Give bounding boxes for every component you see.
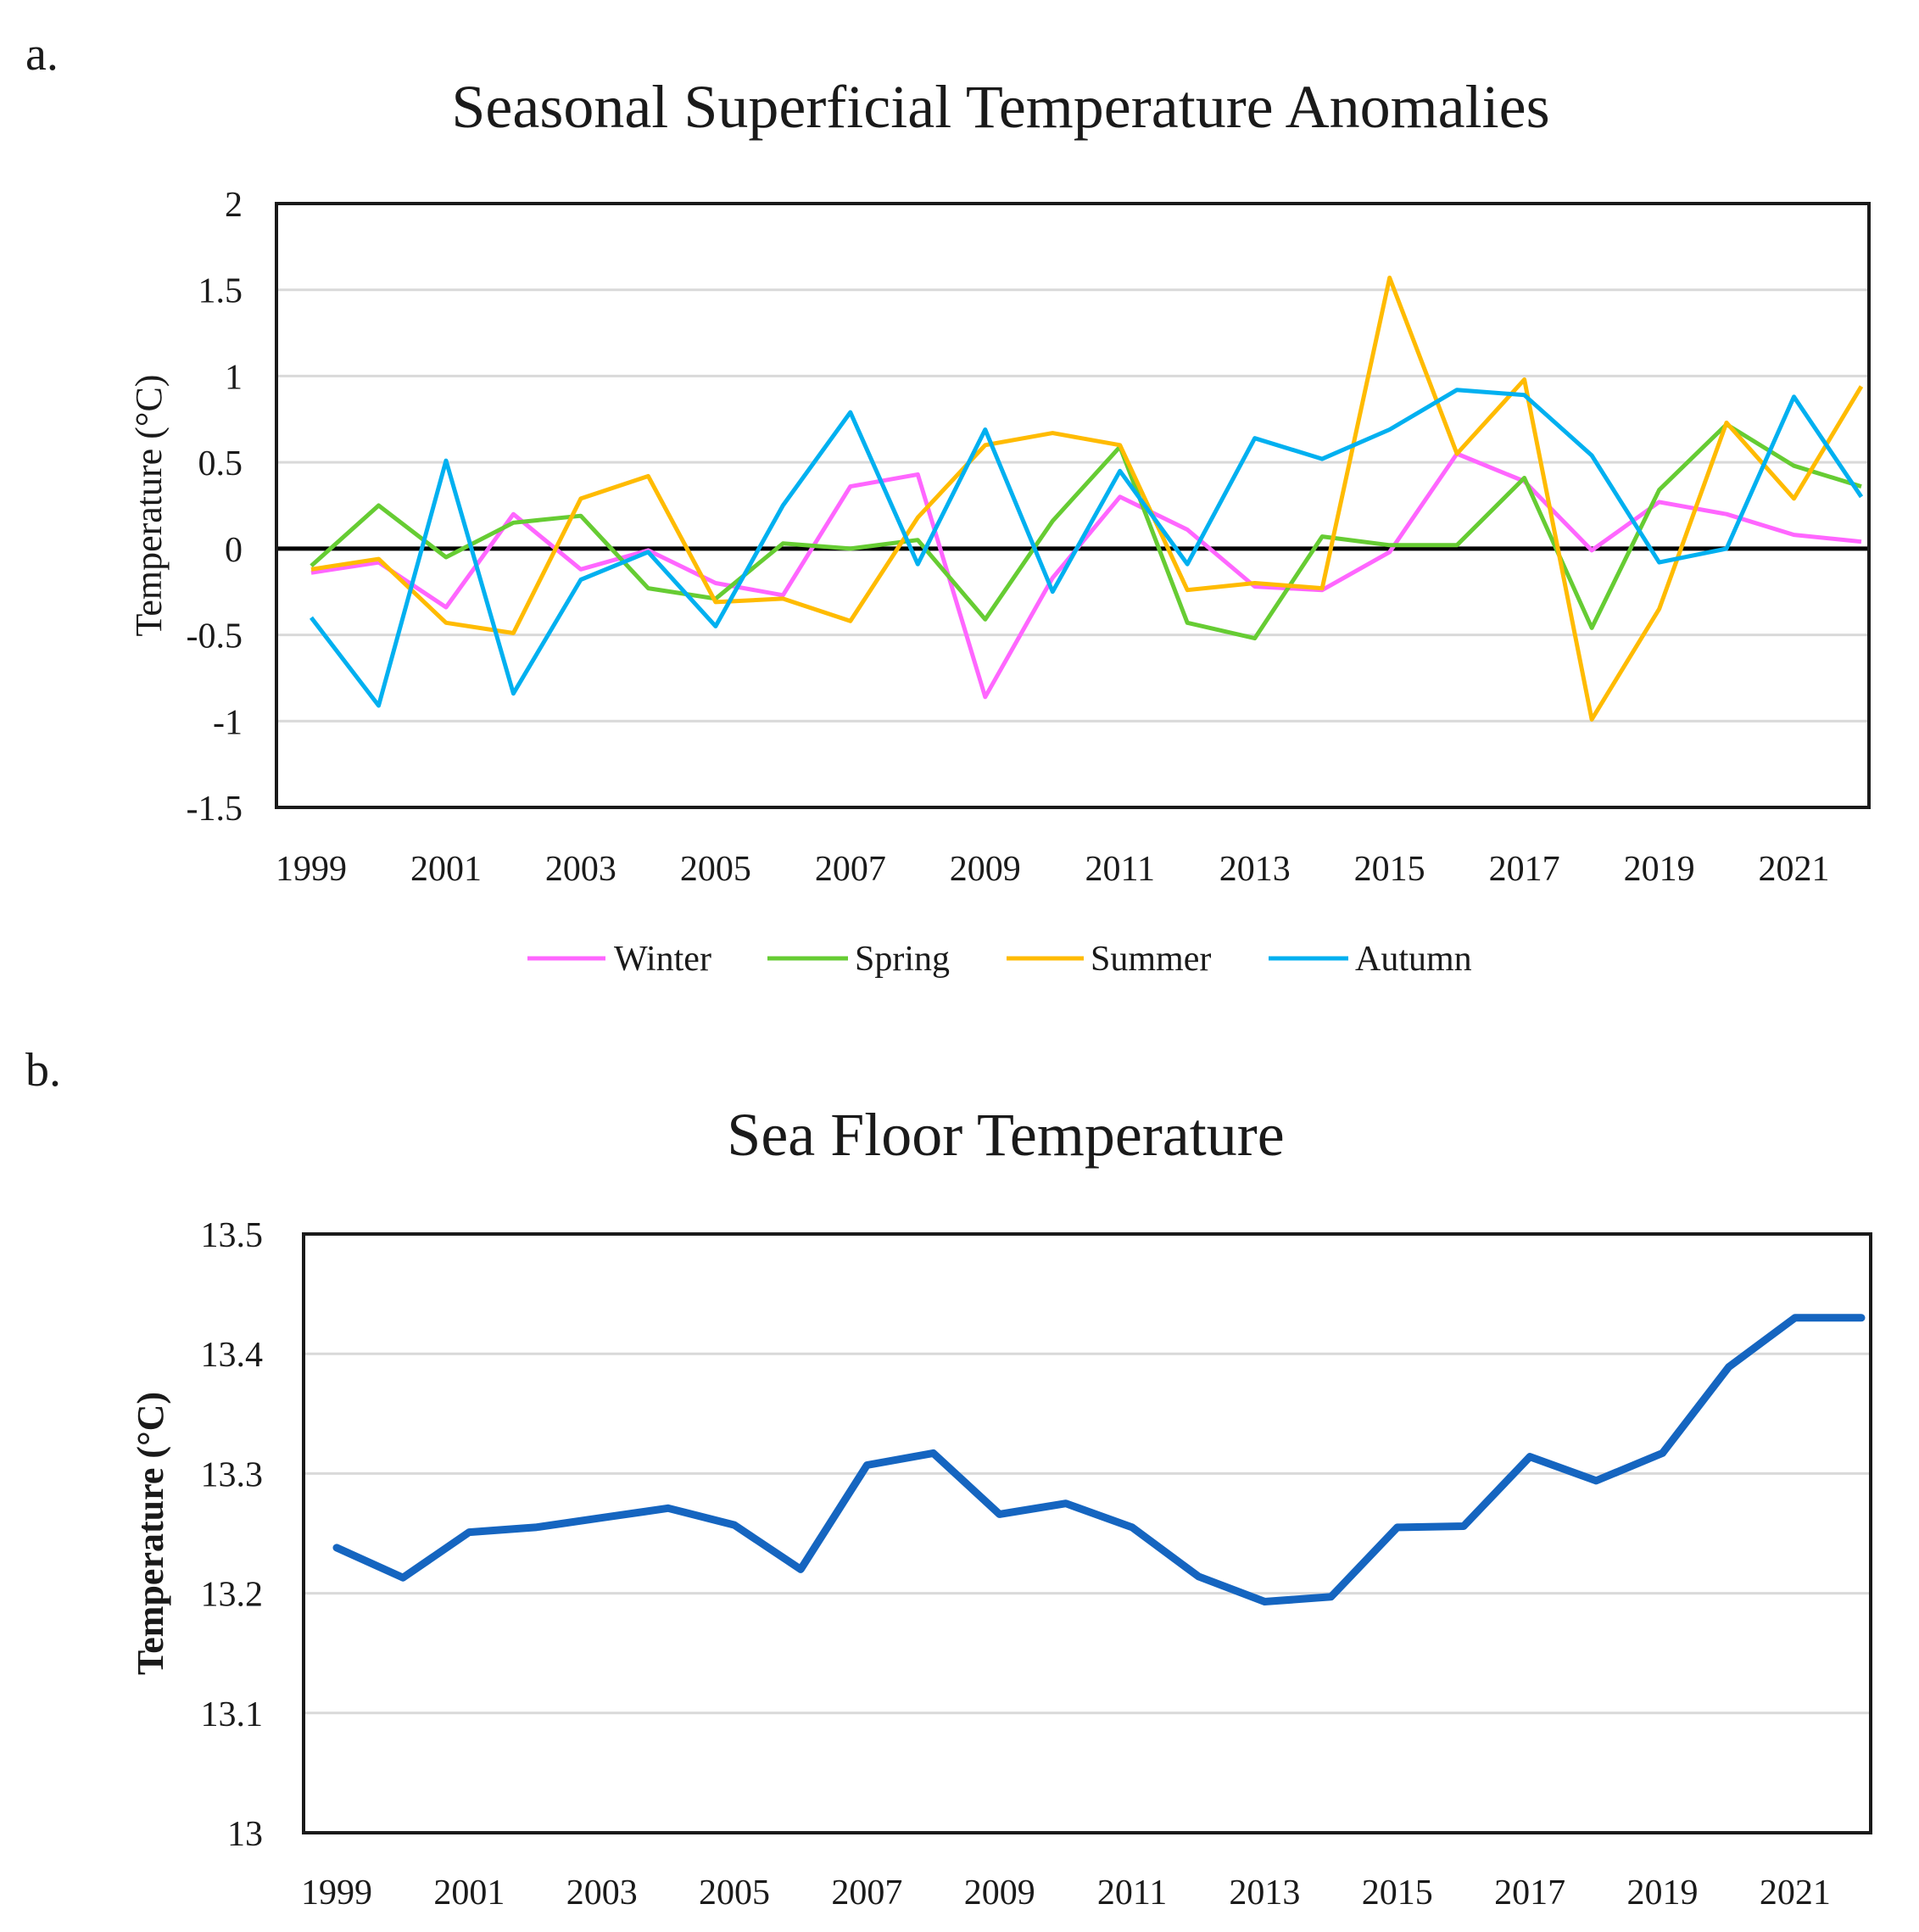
x-tick-label: 2017 xyxy=(1494,1873,1565,1912)
y-tick-label: 13.4 xyxy=(201,1336,264,1375)
y-tick-label: 13 xyxy=(227,1815,263,1854)
y-tick-label: 13.5 xyxy=(201,1216,264,1255)
x-tick-label: 2019 xyxy=(1624,850,1695,889)
panel-b-title: Sea Floor Temperature xyxy=(727,1101,1284,1169)
panel-b-plot-frame xyxy=(302,1232,1872,1834)
panel-b-series-group xyxy=(332,1314,1866,1605)
legend-spring-label: Spring xyxy=(855,940,950,979)
legend-winter-label: Winter xyxy=(614,940,711,979)
y-tick-label: -0.5 xyxy=(187,617,243,656)
x-tick-label: 1999 xyxy=(276,850,347,889)
y-tick-label: 2 xyxy=(225,186,243,225)
legend-autumn-label: Autumn xyxy=(1355,940,1472,979)
x-tick-label: 2005 xyxy=(699,1873,770,1912)
x-tick-label: 2007 xyxy=(815,850,886,889)
x-tick-label: 2021 xyxy=(1759,850,1830,889)
series-line-summer xyxy=(310,276,1864,722)
x-tick-label: 2001 xyxy=(410,850,482,889)
y-tick-label: -1.5 xyxy=(187,790,243,829)
legend-summer-label: Summer xyxy=(1091,940,1211,979)
x-tick-label: 2005 xyxy=(680,850,751,889)
panel-b-gridlines xyxy=(304,1352,1871,1715)
x-tick-label: 2011 xyxy=(1097,1873,1167,1912)
y-tick-label: 0 xyxy=(225,531,243,570)
series-line-winter xyxy=(310,451,1862,700)
y-tick-label: 1.5 xyxy=(198,272,243,311)
x-tick-label: 2003 xyxy=(545,850,616,889)
y-tick-label: 13.2 xyxy=(201,1576,264,1615)
panel-b-y-axis-label: Temperature (°C) xyxy=(130,1392,171,1675)
series-line-autumn xyxy=(310,388,1864,708)
x-tick-label: 2015 xyxy=(1362,1873,1433,1912)
x-tick-label: 2009 xyxy=(950,850,1021,889)
panel-a-x-tick-labels: 1999 2001 2003 2005 2007 2009 2011 2013 2015 2017… xyxy=(276,850,1830,889)
x-tick-label: 2003 xyxy=(566,1873,638,1912)
y-tick-label: -1 xyxy=(213,703,243,742)
x-tick-label: 2013 xyxy=(1219,850,1291,889)
y-tick-label: 0.5 xyxy=(198,444,243,483)
x-tick-label: 2011 xyxy=(1085,850,1155,889)
panel-a-y-tick-labels: 2 1.5 1 0.5 0 -0.5 -1 -1.5 xyxy=(187,186,243,829)
series-line-sea-floor-temperature xyxy=(332,1314,1866,1605)
panel-b-y-tick-labels: 13.5 13.4 13.3 13.2 13.1 13 xyxy=(201,1216,264,1854)
x-tick-label: 2021 xyxy=(1760,1873,1831,1912)
x-tick-label: 2001 xyxy=(433,1873,505,1912)
y-tick-label: 13.3 xyxy=(201,1455,264,1494)
x-tick-label: 2009 xyxy=(964,1873,1035,1912)
panel-a-title: Seasonal Superficial Temperature Anomali… xyxy=(451,73,1549,141)
panel-b-chart: b. Sea Floor Temperature 13.513.413.313.… xyxy=(25,1044,1872,1912)
y-tick-label: 1 xyxy=(225,358,243,397)
x-tick-label: 2017 xyxy=(1489,850,1560,889)
panel-a-y-axis-label: Temperature (°C) xyxy=(128,375,170,637)
panel-a-label: a. xyxy=(25,28,59,81)
x-tick-label: 2015 xyxy=(1354,850,1425,889)
x-tick-label: 2019 xyxy=(1626,1873,1698,1912)
x-tick-label: 2013 xyxy=(1229,1873,1300,1912)
x-tick-label: 2007 xyxy=(831,1873,902,1912)
panel-a-chart: a. Seasonal Superficial Temperature Anom… xyxy=(25,28,1871,979)
panel-b-x-tick-labels: 1999 2001 2003 2005 2007 2009 2011 2013 2015 2017… xyxy=(301,1873,1831,1912)
panel-a-plot-frame xyxy=(275,202,1871,809)
panel-a-gridlines xyxy=(276,288,1869,723)
y-tick-label: 13.1 xyxy=(201,1695,264,1734)
x-tick-label: 1999 xyxy=(301,1873,372,1912)
panel-a-legend: Winter Spring Summer Autumn xyxy=(527,940,1472,979)
panel-a-series-group xyxy=(310,276,1864,722)
panel-b-label: b. xyxy=(25,1044,61,1097)
